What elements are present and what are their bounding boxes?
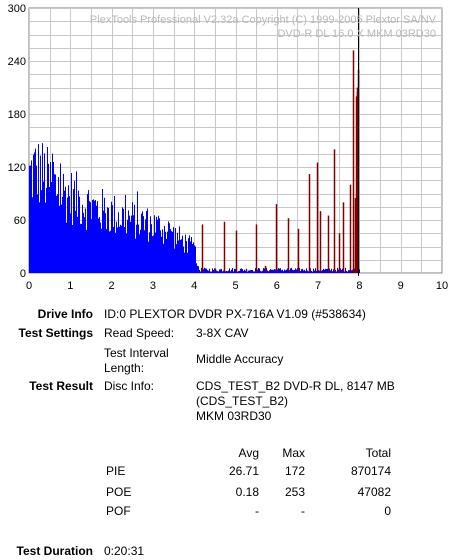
interval-value: Middle Accuracy — [196, 352, 284, 366]
stats-row-total: 870174 — [350, 464, 391, 478]
stats-header-total: Total — [365, 446, 391, 460]
pie-area — [29, 209, 197, 273]
y-tick-label: 0 — [20, 268, 26, 280]
read-speed-label: Read Speed: — [104, 326, 175, 340]
y-tick-label: 120 — [8, 162, 26, 174]
error-chart: PlexTools Professional V2.32a Copyright … — [8, 3, 448, 292]
stats-row-max: 172 — [284, 464, 305, 478]
x-tick-label: 4 — [191, 280, 197, 292]
overlay-line-1: PlexTools Professional V2.32a Copyright … — [90, 14, 437, 26]
x-tick-label: 7 — [315, 280, 321, 292]
test-result-label: Test Result — [29, 379, 93, 393]
stats-header-max: Max — [282, 446, 305, 460]
stats-row-total: 0 — [384, 504, 391, 518]
y-tick-label: 300 — [8, 3, 26, 15]
x-tick-label: 1 — [67, 280, 73, 292]
x-tick-label: 8 — [356, 280, 362, 292]
stats-row-max: - — [301, 504, 305, 518]
stats-row-avg: - — [255, 504, 259, 518]
disc-info-label: Disc Info: — [104, 379, 155, 393]
stats-row-avg: 26.71 — [228, 464, 259, 478]
disc-info-line2: (CDS_TEST_B2) — [196, 394, 289, 408]
test-duration-label: Test Duration — [16, 544, 93, 558]
x-tick-label: 6 — [274, 280, 280, 292]
stats-row-avg: 0.18 — [235, 485, 259, 499]
disc-info-line1: CDS_TEST_B2 DVD-R DL, 8147 MB — [196, 379, 395, 393]
interval-label-line2: Length: — [104, 361, 145, 375]
stats-row-name: POE — [106, 485, 132, 499]
x-tick-label: 3 — [150, 280, 156, 292]
drive-info-value: ID:0 PLEXTOR DVDR PX-716A V1.09 (#538634… — [104, 307, 366, 321]
overlay-line-2: DVD-R DL 16.0 X MKM 03RD30 — [277, 28, 436, 40]
stats-row-name: POF — [106, 504, 131, 518]
y-tick-label: 60 — [14, 215, 26, 227]
x-tick-label: 0 — [26, 280, 32, 292]
x-tick-label: 9 — [398, 280, 404, 292]
stats-header-avg: Avg — [238, 446, 259, 460]
interval-label-line1: Test Interval — [104, 346, 169, 360]
pie-series — [29, 143, 360, 273]
read-speed-value: 3-8X CAV — [196, 326, 249, 340]
axis-ticks: 0 60 120 180 240 300 0 1 2 3 4 5 6 7 8 9 10 — [8, 3, 448, 292]
test-settings-label: Test Settings — [18, 326, 93, 340]
test-duration-value: 0:20:31 — [104, 544, 145, 558]
stats-row-total: 47082 — [357, 485, 391, 499]
poe-series — [201, 50, 360, 273]
drive-info-label: Drive Info — [37, 307, 93, 321]
y-tick-label: 240 — [8, 56, 26, 68]
stats-row-max: 253 — [284, 485, 305, 499]
x-tick-label: 2 — [109, 280, 115, 292]
disc-info-line3: MKM 03RD30 — [196, 409, 272, 423]
stats-row-name: PIE — [106, 464, 126, 478]
x-tick-label: 5 — [232, 280, 238, 292]
y-tick-label: 180 — [8, 109, 26, 121]
x-tick-label: 10 — [436, 280, 448, 292]
